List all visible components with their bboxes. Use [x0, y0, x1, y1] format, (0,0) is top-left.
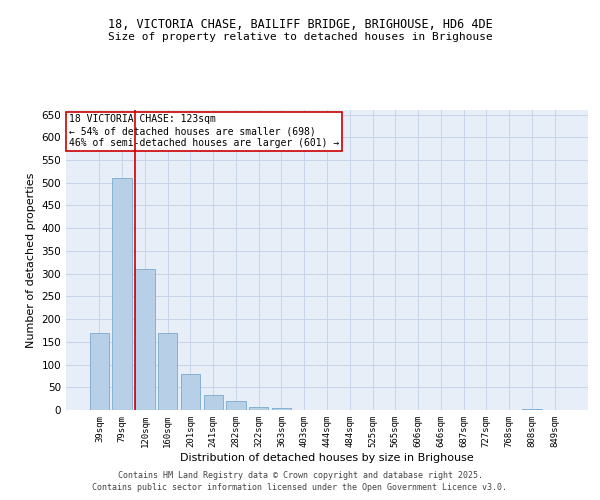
- Bar: [226, 401, 245, 410]
- Y-axis label: Number of detached properties: Number of detached properties: [26, 172, 36, 348]
- Bar: [158, 332, 178, 410]
- Bar: [203, 395, 223, 410]
- Bar: [135, 269, 155, 410]
- Bar: [112, 178, 132, 410]
- Bar: [249, 407, 268, 410]
- Text: 18 VICTORIA CHASE: 123sqm
← 54% of detached houses are smaller (698)
46% of semi: 18 VICTORIA CHASE: 123sqm ← 54% of detac…: [68, 114, 339, 148]
- Bar: [272, 408, 291, 410]
- Text: 18, VICTORIA CHASE, BAILIFF BRIDGE, BRIGHOUSE, HD6 4DE: 18, VICTORIA CHASE, BAILIFF BRIDGE, BRIG…: [107, 18, 493, 30]
- Bar: [181, 374, 200, 410]
- Bar: [90, 332, 109, 410]
- Text: Size of property relative to detached houses in Brighouse: Size of property relative to detached ho…: [107, 32, 493, 42]
- Bar: [522, 408, 542, 410]
- X-axis label: Distribution of detached houses by size in Brighouse: Distribution of detached houses by size …: [180, 452, 474, 462]
- Text: Contains HM Land Registry data © Crown copyright and database right 2025.
Contai: Contains HM Land Registry data © Crown c…: [92, 471, 508, 492]
